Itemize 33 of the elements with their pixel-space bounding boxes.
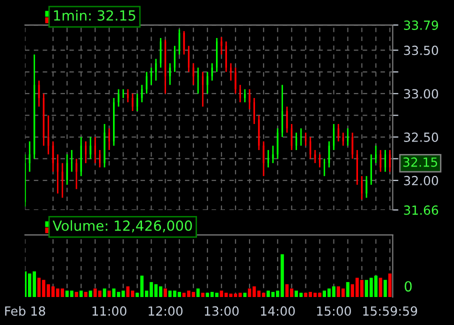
x-tick-label: Feb 18 xyxy=(5,306,46,316)
bar xyxy=(130,290,134,298)
bar xyxy=(388,274,392,298)
x-tick-label: 12:00 xyxy=(148,306,183,316)
bar xyxy=(378,278,382,298)
bar xyxy=(346,282,350,298)
y-tick-label: 33.79 xyxy=(404,20,438,30)
y-tick-label: 31.66 xyxy=(404,205,438,215)
x-tick-label: 11:00 xyxy=(92,306,126,316)
x-tick-label: 13:00 xyxy=(204,306,239,316)
bar xyxy=(196,288,200,298)
y-tick-label: 33.00 xyxy=(404,89,438,99)
bar xyxy=(164,288,167,298)
bar xyxy=(102,288,106,298)
chart-title: Volume: 12,426,000 xyxy=(52,220,192,232)
bar xyxy=(108,290,111,298)
bar xyxy=(88,290,92,298)
bar xyxy=(384,280,387,298)
bar xyxy=(126,286,130,298)
x-tick-label: 15:00 xyxy=(317,306,351,316)
x-tick-label: 15:59:59 xyxy=(363,306,418,316)
chart-title: 1min: 32.15 xyxy=(54,10,136,21)
bar xyxy=(74,292,78,298)
y-tick-label: 32.00 xyxy=(404,176,438,186)
y-tick-label: 32.50 xyxy=(404,132,438,142)
bar xyxy=(322,290,326,298)
bar xyxy=(201,292,204,298)
bar xyxy=(79,290,83,298)
annotation: 32.15 xyxy=(403,157,438,167)
annotation: 0 xyxy=(404,281,412,292)
bar xyxy=(84,292,88,298)
x-tick-label: 14:00 xyxy=(260,306,295,316)
y-tick-label: 33.50 xyxy=(404,46,438,56)
